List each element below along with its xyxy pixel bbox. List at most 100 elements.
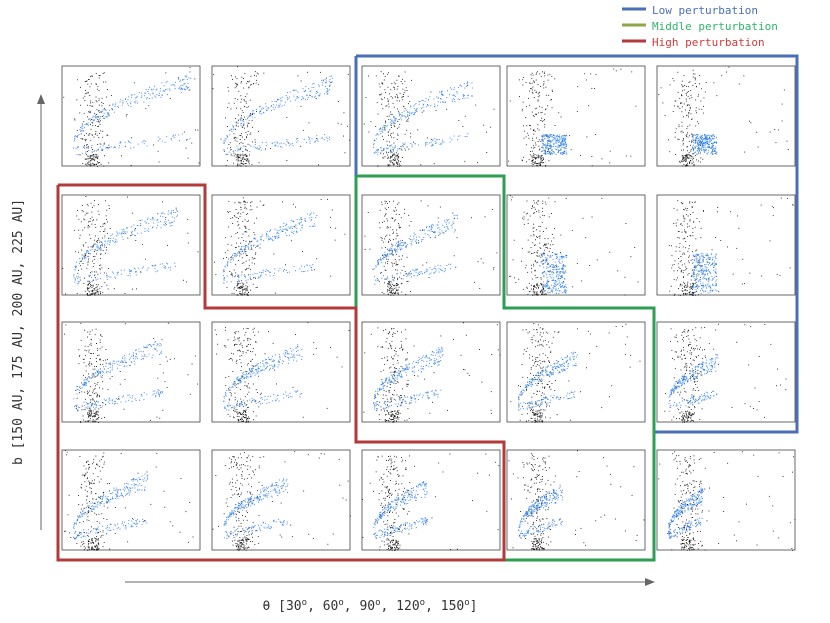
stream-particle <box>401 112 403 114</box>
stream-particle <box>131 96 133 98</box>
stream-particle <box>169 266 171 268</box>
background-particle <box>585 79 587 81</box>
background-particle <box>391 262 393 264</box>
stream-particle <box>705 143 707 145</box>
background-particle <box>408 225 410 227</box>
stream-particle <box>94 249 96 251</box>
stream-particle <box>703 137 705 139</box>
background-particle <box>685 290 687 291</box>
stream-particle <box>692 153 694 155</box>
background-particle <box>537 203 539 205</box>
background-particle <box>528 97 529 99</box>
background-particle <box>399 100 400 102</box>
stream-particle <box>558 278 560 279</box>
background-particle <box>694 283 696 285</box>
stream-particle <box>695 138 697 140</box>
stream-particle <box>702 136 703 138</box>
background-particle <box>135 240 137 241</box>
stream-particle <box>118 232 120 234</box>
background-particle <box>727 246 728 248</box>
background-particle <box>225 237 227 239</box>
background-particle <box>689 293 691 295</box>
stream-particle <box>236 252 238 254</box>
stream-particle <box>453 94 455 96</box>
stream-particle <box>384 254 386 256</box>
stream-particle <box>693 136 695 138</box>
background-particle <box>390 160 392 162</box>
stream-particle <box>260 110 262 112</box>
background-particle <box>728 66 730 68</box>
background-particle <box>678 139 680 140</box>
stream-particle <box>311 86 313 88</box>
background-particle <box>586 136 588 138</box>
background-particle <box>87 246 89 248</box>
stream-particle <box>561 141 563 143</box>
stream-particle <box>86 123 87 125</box>
panel-frame <box>506 194 646 296</box>
background-particle <box>536 262 538 264</box>
stream-particle <box>543 140 545 142</box>
background-particle <box>241 271 243 273</box>
background-particle <box>95 155 97 157</box>
background-particle <box>537 250 539 251</box>
stream-particle <box>260 108 262 110</box>
stream-particle <box>129 272 131 274</box>
background-particle <box>186 139 187 141</box>
stream-particle <box>390 124 392 126</box>
background-particle <box>534 260 536 262</box>
background-particle <box>434 237 436 239</box>
background-particle <box>534 146 536 148</box>
background-particle <box>302 251 303 252</box>
background-particle <box>527 293 529 295</box>
background-particle <box>109 228 111 229</box>
background-particle <box>402 96 404 98</box>
background-particle <box>535 113 537 115</box>
background-particle <box>95 287 97 289</box>
background-particle <box>99 143 101 145</box>
background-particle <box>738 83 740 85</box>
stream-particle <box>249 115 251 117</box>
background-particle <box>542 84 544 86</box>
stream-particle <box>542 135 544 137</box>
stream-particle <box>120 99 122 101</box>
stream-particle <box>165 223 166 225</box>
background-particle <box>532 206 533 208</box>
stream-particle <box>122 230 124 232</box>
background-particle <box>297 75 299 77</box>
background-particle <box>92 291 94 293</box>
stream-particle <box>551 140 553 142</box>
stream-particle <box>556 266 558 268</box>
background-particle <box>102 136 104 138</box>
stream-particle <box>76 154 78 156</box>
background-particle <box>398 75 400 77</box>
background-particle <box>247 274 249 276</box>
stream-particle <box>375 151 377 153</box>
background-particle <box>251 163 253 165</box>
background-particle <box>695 77 696 79</box>
background-particle <box>89 161 91 163</box>
background-particle <box>534 291 536 293</box>
background-particle <box>525 264 527 266</box>
background-particle <box>701 285 703 286</box>
background-particle <box>548 197 550 199</box>
background-particle <box>543 293 545 295</box>
background-particle <box>780 197 782 199</box>
background-particle <box>95 157 97 159</box>
background-particle <box>97 149 99 151</box>
background-particle <box>684 157 685 159</box>
background-particle <box>241 163 243 164</box>
stream-particle <box>433 271 435 273</box>
background-particle <box>246 268 247 270</box>
background-particle <box>393 276 395 278</box>
background-particle <box>98 116 100 118</box>
stream-particle <box>547 145 549 147</box>
background-particle <box>247 126 249 128</box>
stream-particle <box>373 146 375 148</box>
background-particle <box>422 264 424 266</box>
background-particle <box>701 108 703 110</box>
background-particle <box>538 162 540 164</box>
stream-particle <box>254 144 256 146</box>
stream-particle <box>162 216 164 218</box>
stream-particle <box>76 136 78 137</box>
background-particle <box>384 97 385 99</box>
